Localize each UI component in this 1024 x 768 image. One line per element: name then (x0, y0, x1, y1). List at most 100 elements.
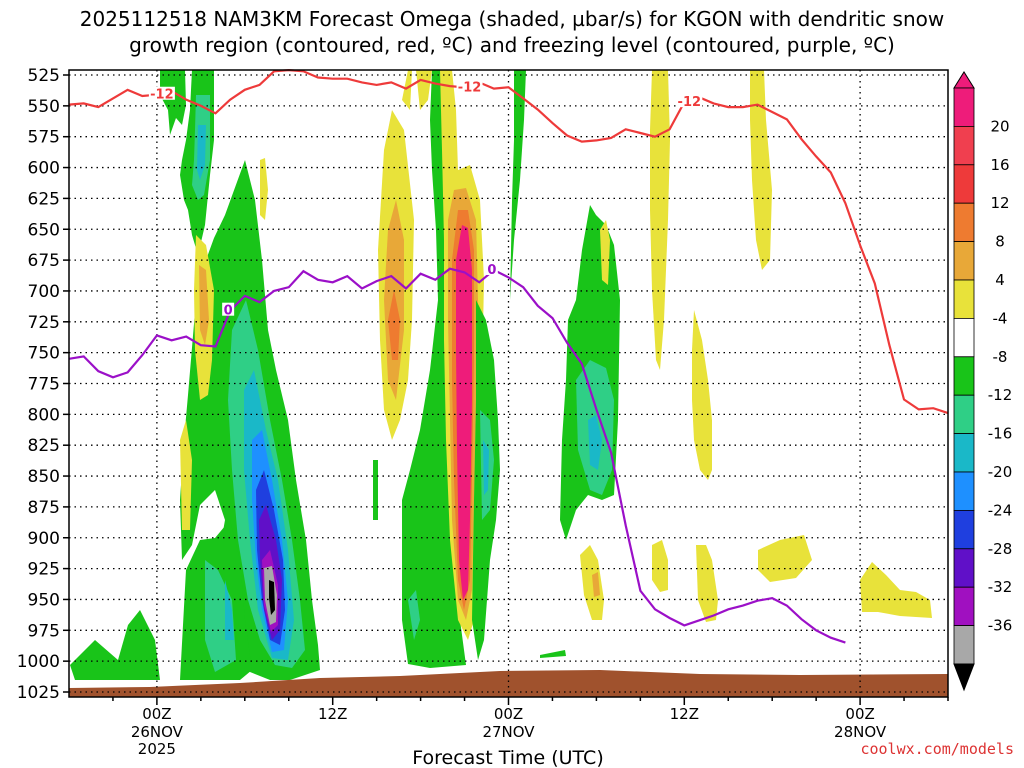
colorbar-segment (953, 356, 975, 396)
y-tick-label: 700 (28, 282, 60, 302)
x-year-label: 2025 (138, 740, 176, 758)
colorbar-label: 4 (995, 271, 1005, 289)
omega-region-downward-moderate (199, 265, 209, 345)
x-tick-label: 00Z (494, 705, 523, 723)
colorbar-label: -36 (988, 617, 1013, 635)
y-axis: 525 550 575 600 625 650 675 700 725 750 775 800 825 8… (17, 66, 69, 703)
y-tick-label: 800 (28, 405, 60, 425)
y-tick-label: 525 (28, 66, 60, 86)
x-tick-label: 00Z (142, 705, 171, 723)
contour-label-bg (676, 94, 703, 108)
omega-region-upward-weak (70, 610, 160, 680)
y-tick-label: 875 (28, 498, 60, 518)
omega-region-downward-moderate (592, 572, 600, 597)
y-tick-label: 600 (28, 159, 60, 179)
omega-region-upward-moderate (205, 560, 236, 672)
plot-area: -12 -12 -12 0 0 (68, 68, 949, 698)
colorbar-label: 8 (995, 233, 1005, 251)
contour-label: -12 (678, 95, 702, 110)
omega-region-downward-weak (260, 158, 268, 220)
y-tick-label: 900 (28, 529, 60, 549)
credit-text[interactable]: coolwx.com/models (860, 740, 1014, 758)
contour-label: -12 (150, 88, 174, 103)
omega-region-downward-weak (750, 70, 772, 270)
omega-region-upward-extreme (269, 580, 275, 615)
omega-region-upward-strong (483, 440, 489, 495)
colorbar-label: -24 (988, 501, 1013, 519)
omega-region-downward-weak (180, 420, 192, 530)
y-tick-label: 850 (28, 467, 60, 487)
y-tick-label: 750 (28, 344, 60, 364)
y-tick-label: 575 (28, 128, 60, 148)
chart-title-line1: 2025112518 NAM3KM Forecast Omega (shaded… (80, 7, 944, 31)
x-date-label: 26NOV (131, 723, 184, 741)
colorbar-segment (953, 394, 975, 435)
contour-label-bg (148, 86, 175, 100)
colorbar-label: -16 (988, 425, 1013, 443)
contour-label: -12 (458, 80, 482, 95)
colorbar: 20 16 12 8 4 -4 -8 -12 -16 -20 -24 -28 -32 -36 (953, 71, 1013, 692)
omega-region-upward-weak (510, 70, 526, 300)
x-tick-label: 12Z (670, 705, 699, 723)
y-tick-label: 925 (28, 560, 60, 580)
colorbar-top-arrow (953, 71, 975, 89)
omega-region-downward-weak (600, 220, 610, 285)
surface-terrain (69, 670, 948, 697)
chart-title-line2: growth region (contoured, red, ºC) and f… (129, 33, 895, 57)
colorbar-segment (953, 548, 975, 588)
omega-region-downward-weak (650, 70, 670, 370)
y-tick-label: 625 (28, 189, 60, 209)
x-tick-label: 12Z (318, 705, 347, 723)
contour-label: 0 (224, 304, 233, 319)
colorbar-segment (953, 509, 975, 550)
omega-region-downward-weak (860, 562, 932, 618)
colorbar-segment (953, 126, 975, 166)
contour-dendritic-minus12 (68, 68, 949, 415)
omega-region-upward-weak (540, 650, 566, 658)
y-tick-label: 775 (28, 375, 60, 395)
y-tick-label: 725 (28, 313, 60, 333)
colorbar-segment (953, 586, 975, 627)
omega-region-downward-weak (652, 540, 668, 592)
omega-region-downward-strong (388, 290, 400, 360)
colorbar-label: -12 (988, 386, 1013, 404)
omega-region-upward-weak (160, 70, 186, 135)
colorbar-segment (953, 241, 975, 281)
contour-label-bg (222, 302, 235, 316)
omega-region-downward-weak (580, 545, 604, 620)
colorbar-label: 16 (990, 156, 1009, 174)
omega-region-downward-weak (402, 70, 412, 110)
gridlines (69, 70, 948, 697)
y-tick-label: 950 (28, 590, 60, 610)
omega-region-upward-strong (225, 580, 234, 640)
colorbar-bottom-arrow (953, 663, 975, 692)
colorbar-segment (953, 279, 975, 319)
x-axis-label: Forecast Time (UTC) (412, 747, 603, 768)
omega-region-downward-weak (758, 535, 812, 582)
omega-region-upward-moderate (408, 590, 420, 640)
omega-shading (70, 70, 932, 680)
y-tick-label: 825 (28, 436, 60, 456)
colorbar-segment (953, 317, 975, 358)
omega-region-downward-weak (696, 545, 718, 622)
colorbar-segment (953, 471, 975, 511)
x-tick-label: 00Z (845, 705, 874, 723)
contour-lines: -12 -12 -12 0 0 (68, 68, 949, 644)
colorbar-segment (953, 87, 975, 127)
colorbar-label: -8 (993, 348, 1008, 366)
x-date-label: 28NOV (834, 723, 887, 741)
colorbar-label: -32 (988, 578, 1013, 596)
x-date-label: 27NOV (482, 723, 535, 741)
contour-label: 0 (487, 263, 496, 278)
y-tick-label: 650 (28, 220, 60, 240)
omega-region-upward-weak (373, 460, 378, 520)
colorbar-segment (953, 164, 975, 204)
colorbar-label: 12 (990, 194, 1009, 212)
colorbar-segment (953, 202, 975, 242)
contour-label-bg (485, 261, 498, 275)
y-tick-label: 550 (28, 97, 60, 117)
colorbar-label: -20 (988, 463, 1013, 481)
colorbar-segment (953, 625, 975, 665)
